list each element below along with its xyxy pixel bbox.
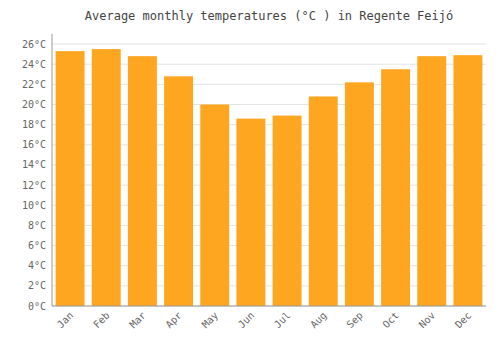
x-tick-label: Jun: [236, 310, 257, 331]
x-tick-label: Apr: [163, 310, 184, 331]
y-tick-label: 4°C: [28, 260, 46, 271]
bar: [273, 116, 302, 306]
y-tick-label: 14°C: [22, 159, 46, 170]
y-tick-label: 12°C: [22, 180, 46, 191]
bar: [381, 69, 410, 306]
y-tick-label: 0°C: [28, 301, 46, 312]
bar: [92, 49, 121, 306]
bar: [453, 55, 482, 306]
x-tick-label: Oct: [380, 310, 401, 331]
title: Average monthly temperatures (°C ) in Re…: [85, 9, 453, 23]
bar: [309, 96, 338, 306]
x-tick-label: Mar: [127, 310, 148, 331]
x-tick-label: Jul: [272, 310, 293, 331]
x-tick-label: May: [200, 310, 221, 331]
bar: [56, 51, 85, 306]
x-axis-line: [52, 306, 486, 307]
y-tick-label: 18°C: [22, 119, 46, 130]
bars: [56, 49, 483, 306]
y-tick-label: 20°C: [22, 99, 46, 110]
bar: [164, 76, 193, 306]
x-tick-labels: Jan Feb Mar Apr May Jun Jul Aug Sep Oct Nov Dec: [55, 310, 473, 331]
x-tick-label: Feb: [91, 310, 112, 331]
y-tick-label: 26°C: [22, 39, 46, 50]
y-tick-label: 22°C: [22, 79, 46, 90]
bar: [128, 56, 157, 306]
chart-container: 0°C 2°C 4°C 6°C 8°C 10°C 12°C 14°C 16°C 18°C 20°C 2…: [0, 0, 500, 350]
x-tick-label: Jan: [55, 310, 76, 331]
chart: 0°C 2°C 4°C 6°C 8°C 10°C 12°C 14°C 16°C 18°C 20°C 2…: [0, 0, 500, 350]
y-tick-label: 2°C: [28, 280, 46, 291]
y-tick-label: 16°C: [22, 139, 46, 150]
bar: [345, 82, 374, 306]
y-tick-label: 8°C: [28, 220, 46, 231]
grid-line: [52, 44, 486, 45]
bar: [236, 119, 265, 306]
x-tick-label: Aug: [308, 310, 329, 331]
bar: [417, 56, 446, 306]
bar: [200, 105, 229, 306]
y-tick-labels: 0°C 2°C 4°C 6°C 8°C 10°C 12°C 14°C 16°C 18°C 20°C 2…: [22, 39, 46, 312]
grid: [52, 44, 486, 306]
grid-line: [52, 306, 486, 307]
y-tick-label: 10°C: [22, 200, 46, 211]
x-tick-label: Dec: [453, 310, 474, 331]
y-axis-line: [52, 34, 53, 306]
y-tick-label: 6°C: [28, 240, 46, 251]
x-tick-label: Nov: [417, 310, 438, 331]
x-tick-label: Sep: [344, 310, 365, 331]
y-tick-label: 24°C: [22, 59, 46, 70]
